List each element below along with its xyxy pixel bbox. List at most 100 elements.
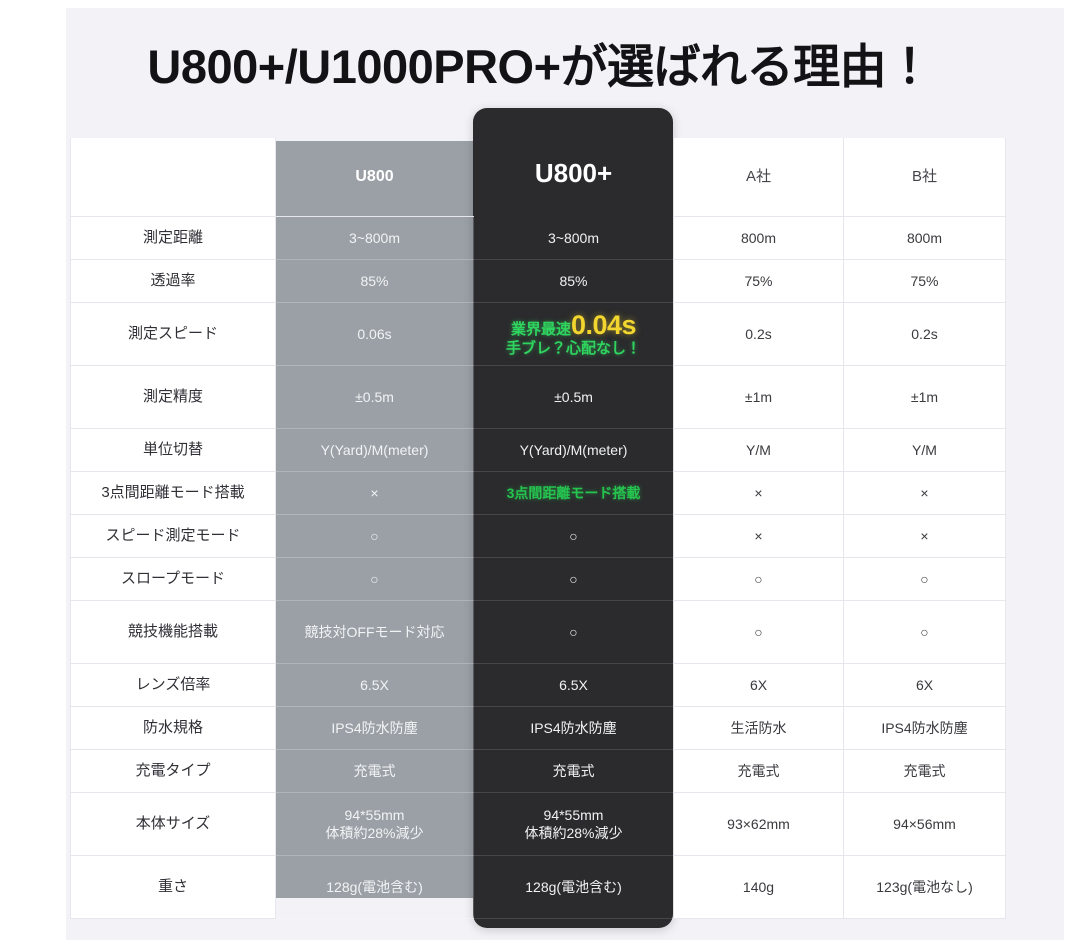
cell-u800-plus-size-line1: 94*55mm — [543, 806, 604, 823]
cell-u800-plus: 94*55mm 体積約28%減少 — [473, 792, 674, 856]
cell-company-b: ○ — [843, 600, 1006, 664]
table-row: 充電タイプ 充電式 充電式 充電式 充電式 — [70, 749, 1006, 793]
table-row: 透過率 85% 85% 75% 75% — [70, 259, 1006, 303]
table-row: 防水規格 IPS4防水防塵 IPS4防水防塵 生活防水 IPS4防水防塵 — [70, 706, 1006, 750]
cell-u800: ○ — [275, 514, 474, 558]
row-label: レンズ倍率 — [70, 663, 276, 707]
cell-company-a: 140g — [673, 855, 844, 919]
row-label: 単位切替 — [70, 428, 276, 472]
page-title: U800+/U1000PRO+が選ばれる理由！ — [147, 40, 933, 93]
row-label: 測定スピード — [70, 302, 276, 366]
cell-company-b: 800m — [843, 216, 1006, 260]
table-row: レンズ倍率 6.5X 6.5X 6X 6X — [70, 663, 1006, 707]
cell-company-a: 0.2s — [673, 302, 844, 366]
cell-u800: 6.5X — [275, 663, 474, 707]
cell-u800: 94*55mm 体積約28%減少 — [275, 792, 474, 856]
cell-company-b: 充電式 — [843, 749, 1006, 793]
cell-u800: Y(Yard)/M(meter) — [275, 428, 474, 472]
cell-u800-plus: 128g(電池含む) — [473, 855, 674, 919]
cell-u800-plus-size-line2: 体積約28%減少 — [524, 825, 623, 841]
cell-u800-plus-feature-highlight: 3点間距離モード搭載 — [473, 471, 674, 515]
cell-company-b: IPS4防水防塵 — [843, 706, 1006, 750]
cell-u800: IPS4防水防塵 — [275, 706, 474, 750]
speed-subtitle: 手ブレ？心配なし！ — [505, 339, 641, 357]
cell-company-a: ○ — [673, 600, 844, 664]
row-label: 測定距離 — [70, 216, 276, 260]
cell-u800: 0.06s — [275, 302, 474, 366]
table-row: 本体サイズ 94*55mm 体積約28%減少 94*55mm 体積約28%減少 … — [70, 792, 1006, 856]
row-label: 競技機能搭載 — [70, 600, 276, 664]
cell-u800-size-line1: 94*55mm — [344, 806, 405, 823]
table-row: 競技機能搭載 競技対OFFモード対応 ○ ○ ○ — [70, 600, 1006, 664]
header-cell-u800: U800 — [275, 138, 474, 217]
header-cell-u800-plus: U800+ — [534, 158, 613, 189]
cell-company-b: 0.2s — [843, 302, 1006, 366]
cell-u800: 充電式 — [275, 749, 474, 793]
table-header-row: U800 U800+ A社 B社 — [70, 138, 1006, 217]
cell-company-a: Y/M — [673, 428, 844, 472]
header-cell-blank — [70, 138, 276, 217]
cell-u800-plus: Y(Yard)/M(meter) — [473, 428, 674, 472]
cell-company-a: × — [673, 471, 844, 515]
cell-u800-plus: 充電式 — [473, 749, 674, 793]
cell-u800-size-line2: 体積約28%減少 — [325, 825, 424, 841]
top-strip — [0, 0, 1080, 8]
cell-company-b: Y/M — [843, 428, 1006, 472]
right-gutter — [1064, 0, 1080, 940]
comparison-table: U800 U800+ A社 B社 測定距離 3~800m 3~800m 800m… — [70, 138, 1006, 919]
cell-u800: 128g(電池含む) — [275, 855, 474, 919]
cell-company-a: 充電式 — [673, 749, 844, 793]
header-label-company-a: A社 — [745, 167, 771, 185]
header-label-company-b: B社 — [911, 167, 937, 185]
cell-company-b: × — [843, 514, 1006, 558]
row-label: 充電タイプ — [70, 749, 276, 793]
row-label: 本体サイズ — [70, 792, 276, 856]
row-label: 重さ — [70, 855, 276, 919]
cell-u800: 競技対OFFモード対応 — [275, 600, 474, 664]
cell-company-b: ±1m — [843, 365, 1006, 429]
speed-highlight-line1: 業界最速0.04s — [510, 311, 637, 339]
cell-company-a: 93×62mm — [673, 792, 844, 856]
cell-company-a: 生活防水 — [673, 706, 844, 750]
cell-u800: × — [275, 471, 474, 515]
cell-u800-plus: ±0.5m — [473, 365, 674, 429]
table-row: スピード測定モード ○ ○ × × — [70, 514, 1006, 558]
cell-company-a: ○ — [673, 557, 844, 601]
table-row: 測定スピード 0.06s 業界最速0.04s 手ブレ？心配なし！ 0.2s 0.… — [70, 302, 1006, 366]
row-label: 測定精度 — [70, 365, 276, 429]
cell-u800-plus: 6.5X — [473, 663, 674, 707]
cell-u800-plus: 3~800m — [473, 216, 674, 260]
cell-company-a: ±1m — [673, 365, 844, 429]
table-row: スロープモード ○ ○ ○ ○ — [70, 557, 1006, 601]
table-row: 重さ 128g(電池含む) 128g(電池含む) 140g 123g(電池なし) — [70, 855, 1006, 919]
cell-u800: ±0.5m — [275, 365, 474, 429]
speed-prefix-label: 業界最速 — [510, 321, 571, 339]
cell-u800: ○ — [275, 557, 474, 601]
row-label: スピード測定モード — [70, 514, 276, 558]
cell-company-b: 75% — [843, 259, 1006, 303]
cell-company-b: × — [843, 471, 1006, 515]
feature-highlight-label: 3点間距離モード搭載 — [506, 484, 641, 501]
cell-company-b: ○ — [843, 557, 1006, 601]
cell-u800-plus: 85% — [473, 259, 674, 303]
cell-u800: 3~800m — [275, 216, 474, 260]
cell-u800-plus: IPS4防水防塵 — [473, 706, 674, 750]
row-label: 3点間距離モード搭載 — [70, 471, 276, 515]
cell-company-a: × — [673, 514, 844, 558]
comparison-table-wrapper: U800 U800+ A社 B社 測定距離 3~800m 3~800m 800m… — [70, 108, 1006, 928]
cell-u800: 85% — [275, 259, 474, 303]
header-cell-company-b: B社 — [843, 138, 1006, 217]
table-row: 測定距離 3~800m 3~800m 800m 800m — [70, 216, 1006, 260]
cell-company-b: 6X — [843, 663, 1006, 707]
cell-company-a: 75% — [673, 259, 844, 303]
cell-company-a: 800m — [673, 216, 844, 260]
row-label: スロープモード — [70, 557, 276, 601]
cell-company-a: 6X — [673, 663, 844, 707]
cell-company-b: 94×56mm — [843, 792, 1006, 856]
speed-value: 0.04s — [570, 310, 637, 341]
header-cell-company-a: A社 — [673, 138, 844, 217]
cell-u800-plus: ○ — [473, 514, 674, 558]
cell-company-b: 123g(電池なし) — [843, 855, 1006, 919]
cell-u800-plus: ○ — [473, 557, 674, 601]
